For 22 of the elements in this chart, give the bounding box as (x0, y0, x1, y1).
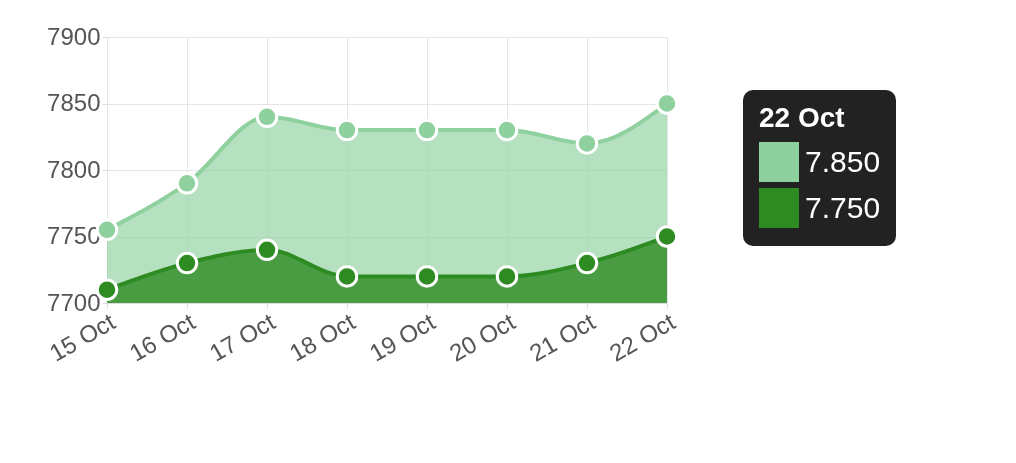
point (255, 238, 279, 262)
point (495, 118, 519, 142)
point (175, 251, 199, 275)
x-tick-label: 21 Oct (524, 307, 600, 367)
x-tick-label: 19 Oct (364, 307, 440, 367)
y-tick-label: 7900 (47, 22, 101, 50)
y-tick-label: 7700 (47, 288, 101, 316)
point (175, 172, 199, 195)
y-tick-label: 7850 (47, 89, 101, 116)
point (495, 265, 519, 288)
text: 7.750 (805, 191, 881, 225)
x-tick-label: 20 Oct (444, 307, 520, 367)
x-tick-label: 17 Oct (204, 307, 280, 367)
point (575, 251, 599, 275)
point (575, 132, 599, 155)
point (255, 105, 279, 129)
x-tick-label: 22 Oct (604, 307, 680, 367)
y-tick-label: 7800 (47, 155, 101, 183)
text: 7.850 (805, 145, 881, 179)
x-tick-label: 18 Oct (284, 307, 360, 367)
x-tick-label: 16 Oct (124, 307, 200, 367)
text: 22 Oct (759, 102, 846, 134)
